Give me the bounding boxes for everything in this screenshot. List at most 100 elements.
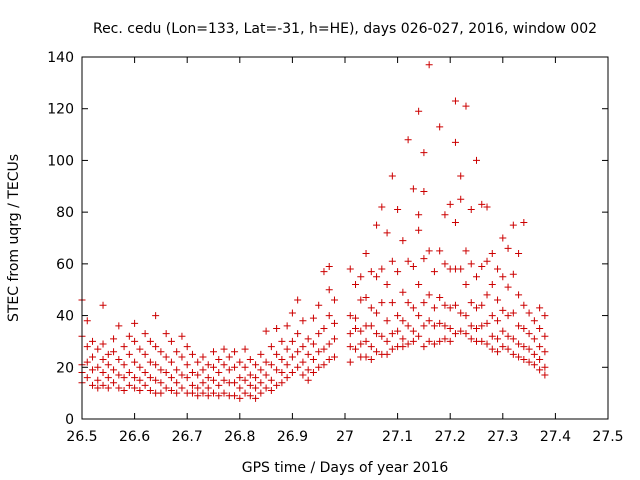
data-point bbox=[346, 312, 354, 320]
x-axis: 26.5 26.6 26.7 26.8 26.9 27 27.1 27.2 27.3 27.4 27… bbox=[66, 57, 624, 445]
data-point bbox=[146, 374, 154, 382]
data-point bbox=[278, 356, 286, 364]
x-tick-label: 27.4 bbox=[540, 429, 571, 445]
data-point bbox=[325, 262, 333, 270]
data-point bbox=[330, 335, 338, 343]
data-point bbox=[283, 374, 291, 382]
data-point bbox=[283, 361, 291, 369]
data-point bbox=[152, 343, 160, 351]
y-tick-label: 40 bbox=[56, 309, 74, 325]
data-point bbox=[325, 340, 333, 348]
data-point bbox=[188, 381, 196, 389]
data-point bbox=[415, 312, 423, 320]
data-point bbox=[204, 361, 212, 369]
data-point bbox=[383, 350, 391, 358]
data-point bbox=[488, 312, 496, 320]
y-tick-label: 100 bbox=[47, 153, 74, 169]
data-point bbox=[352, 345, 360, 353]
data-point bbox=[257, 350, 265, 358]
data-point bbox=[399, 343, 407, 351]
data-point bbox=[157, 379, 165, 387]
data-point bbox=[536, 356, 544, 364]
data-point bbox=[273, 381, 281, 389]
data-series bbox=[78, 61, 549, 402]
data-point bbox=[141, 381, 149, 389]
data-point bbox=[157, 389, 165, 397]
data-point bbox=[99, 368, 107, 376]
data-point bbox=[294, 296, 302, 304]
data-point bbox=[357, 273, 365, 281]
data-point bbox=[509, 335, 517, 343]
data-point bbox=[252, 374, 260, 382]
data-point bbox=[346, 265, 354, 273]
x-tick-label: 26.5 bbox=[66, 429, 97, 445]
data-point bbox=[236, 394, 244, 402]
data-point bbox=[420, 255, 428, 263]
data-point bbox=[330, 319, 338, 327]
data-point bbox=[478, 301, 486, 309]
data-point bbox=[430, 268, 438, 276]
data-point bbox=[478, 200, 486, 208]
data-point bbox=[183, 343, 191, 351]
data-point bbox=[178, 353, 186, 361]
data-point bbox=[488, 250, 496, 258]
data-point bbox=[388, 299, 396, 307]
data-point bbox=[451, 138, 459, 146]
data-point bbox=[236, 384, 244, 392]
data-point bbox=[399, 237, 407, 245]
data-point bbox=[357, 296, 365, 304]
data-point bbox=[246, 371, 254, 379]
data-point bbox=[436, 123, 444, 131]
data-point bbox=[115, 371, 123, 379]
data-point bbox=[210, 376, 217, 384]
data-point bbox=[304, 335, 312, 343]
data-point bbox=[409, 262, 417, 270]
data-point bbox=[257, 379, 265, 387]
data-point bbox=[325, 356, 333, 364]
data-point bbox=[136, 376, 144, 384]
data-point bbox=[199, 353, 207, 361]
data-point bbox=[225, 353, 233, 361]
data-point bbox=[383, 281, 391, 289]
data-point bbox=[346, 330, 354, 338]
data-point bbox=[525, 330, 533, 338]
data-point bbox=[488, 281, 496, 289]
data-point bbox=[262, 327, 270, 335]
data-point bbox=[215, 368, 223, 376]
data-point bbox=[494, 317, 502, 325]
data-point bbox=[352, 325, 360, 332]
data-point bbox=[409, 185, 417, 193]
data-point bbox=[204, 374, 212, 382]
data-point bbox=[441, 322, 449, 330]
data-point bbox=[515, 322, 523, 330]
data-point bbox=[246, 356, 254, 364]
y-tick-label: 80 bbox=[56, 205, 74, 221]
data-point bbox=[394, 327, 402, 335]
data-point bbox=[388, 330, 396, 338]
data-point bbox=[530, 350, 538, 358]
data-point bbox=[425, 317, 433, 325]
data-point bbox=[236, 358, 244, 366]
y-axis-label: STEC from uqrg / TECUs bbox=[6, 154, 22, 322]
data-point bbox=[499, 343, 507, 351]
data-point bbox=[467, 206, 475, 214]
data-point bbox=[167, 374, 175, 382]
data-point bbox=[388, 172, 396, 180]
data-point bbox=[110, 366, 118, 374]
data-point bbox=[152, 376, 160, 384]
data-point bbox=[194, 371, 202, 379]
data-point bbox=[288, 337, 296, 345]
data-point bbox=[330, 296, 338, 304]
data-point bbox=[357, 340, 365, 348]
data-point bbox=[525, 309, 533, 317]
data-point bbox=[210, 348, 217, 356]
data-point bbox=[157, 348, 165, 356]
data-point bbox=[515, 250, 523, 258]
data-point bbox=[309, 368, 317, 376]
data-point bbox=[478, 262, 486, 270]
data-point bbox=[146, 358, 154, 366]
data-point bbox=[94, 345, 102, 353]
data-point bbox=[225, 366, 233, 374]
data-point bbox=[141, 368, 149, 376]
data-point bbox=[173, 389, 181, 397]
